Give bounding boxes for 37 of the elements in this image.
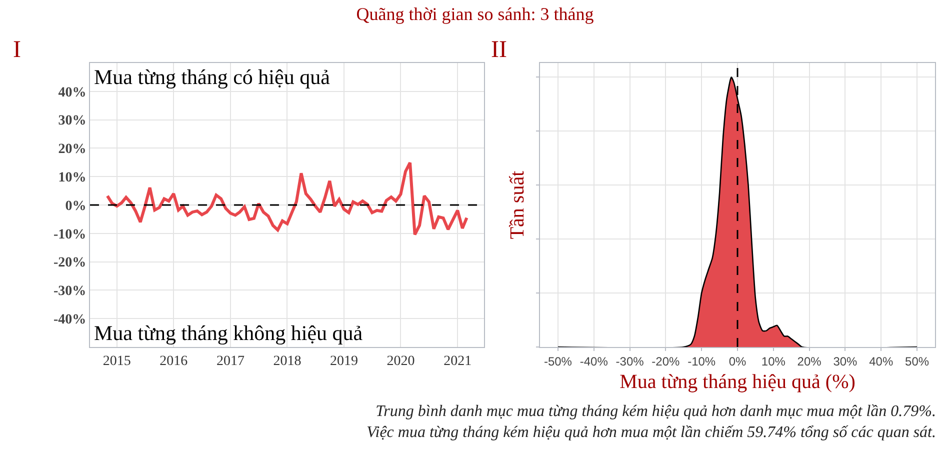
x-tick-label: -50% bbox=[544, 354, 572, 368]
y-tick-label: 40% bbox=[58, 85, 86, 100]
y-tick-label: 20% bbox=[58, 142, 86, 158]
x-tick-label: -10% bbox=[688, 354, 716, 368]
x-tick-label: 50% bbox=[905, 354, 930, 368]
x-tick-label: 2016 bbox=[160, 354, 188, 369]
y-tick-label: -20% bbox=[54, 256, 86, 271]
text: Trung bình danh mục mua từng tháng kém hiệu quả hơn danh mục mua một lần 0.79%. bbox=[376, 403, 936, 420]
y-tick-label: -40% bbox=[54, 312, 86, 328]
x-tick-label: 2019 bbox=[330, 354, 358, 369]
x-tick-label: 2015 bbox=[102, 354, 131, 369]
x-tick-label: 0% bbox=[728, 354, 746, 368]
x-tick-label: -20% bbox=[652, 354, 680, 368]
x-tick-label: 2021 bbox=[444, 354, 472, 369]
y-axis-title: Tần suất bbox=[506, 170, 528, 240]
y-tick-label: -30% bbox=[54, 284, 86, 300]
annotation: Mua từng tháng có hiệu quả bbox=[94, 65, 331, 89]
x-tick-label: 30% bbox=[833, 354, 858, 368]
x-tick-label: 20% bbox=[797, 354, 822, 368]
y-tick-label: -10% bbox=[54, 227, 86, 242]
x-tick-label: 2017 bbox=[216, 354, 244, 369]
x-tick-label: 2018 bbox=[273, 354, 302, 369]
y-tick-label: 30% bbox=[58, 114, 86, 129]
x-tick-label: -30% bbox=[616, 354, 644, 368]
chart-title: II bbox=[491, 37, 507, 63]
y-tick-label: 10% bbox=[58, 170, 86, 186]
x-tick-label: 40% bbox=[869, 354, 894, 368]
x-axis-title: Mua từng tháng hiệu quả (%) bbox=[620, 370, 856, 393]
annotation: Mua từng tháng không hiệu quả bbox=[94, 321, 364, 345]
x-tick-label: 2020 bbox=[386, 354, 415, 369]
chart-title: Quãng thời gian so sánh: 3 tháng bbox=[355, 4, 595, 25]
chart-subtitle: I bbox=[13, 37, 21, 63]
line-series bbox=[106, 161, 468, 236]
x-tick-label: -40% bbox=[580, 354, 608, 368]
x-tick-label: 10% bbox=[761, 354, 786, 368]
text: Việc mua từng tháng kém hiệu quả hơn mua một lần chiếm 59.74% tổng số các quan sát. bbox=[366, 424, 936, 441]
y-tick-label: 0% bbox=[65, 198, 86, 214]
